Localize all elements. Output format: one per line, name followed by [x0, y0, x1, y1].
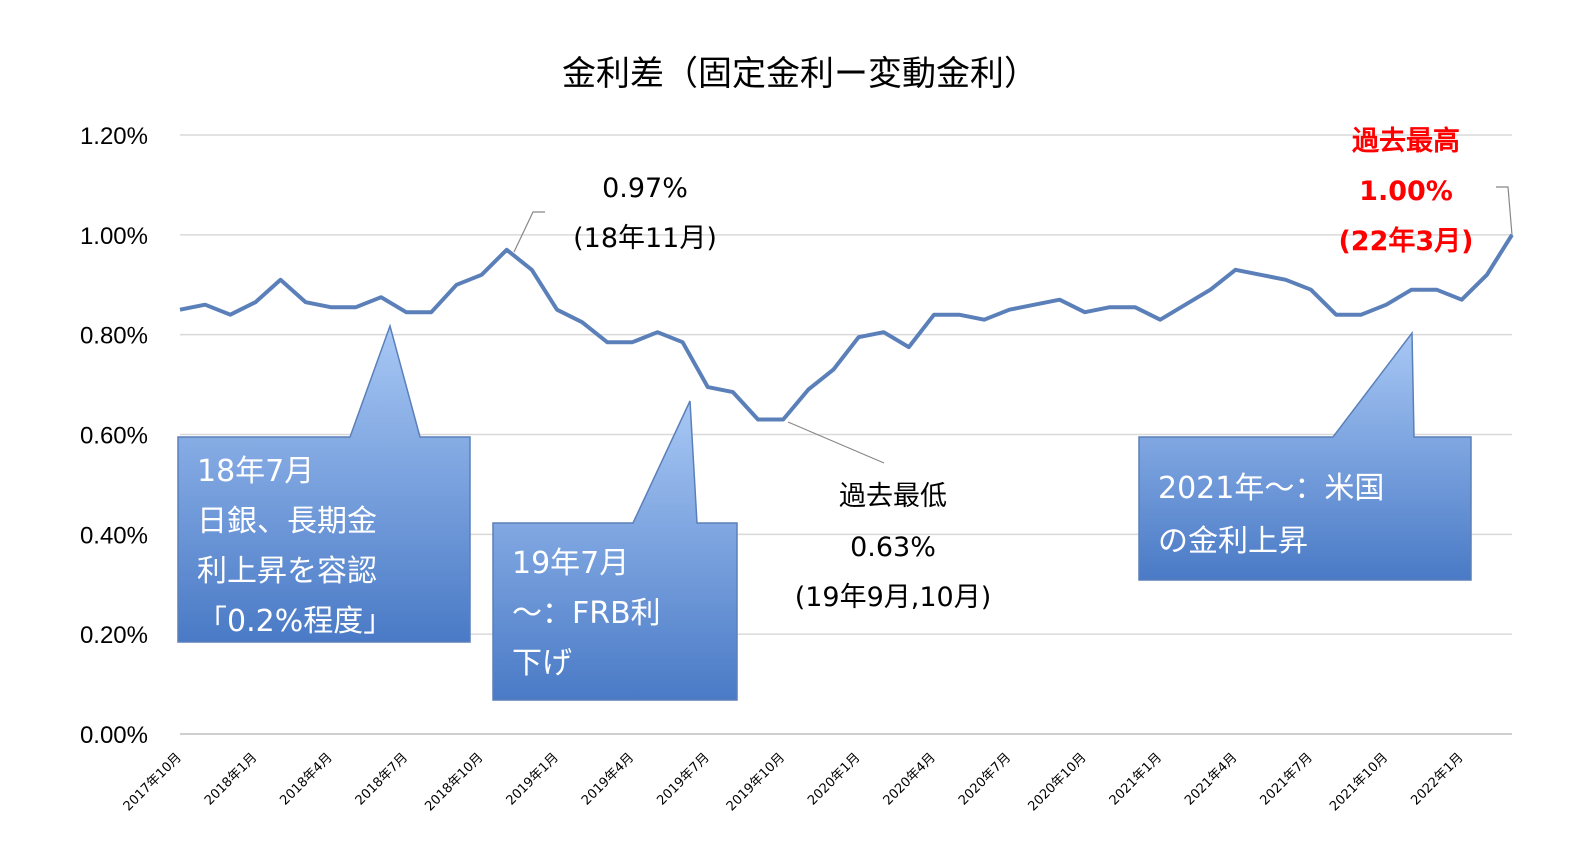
annotation-label: 1.00% [1359, 176, 1453, 207]
x-tick-label: 2019年1月 [504, 750, 562, 808]
callout-label: 18年7月 [197, 454, 314, 489]
x-tick-label: 2018年10月 [422, 750, 486, 814]
x-tick-label: 2017年10月 [121, 750, 185, 814]
annotation-label: (18年11月) [573, 223, 717, 254]
annotation-label: 0.97% [602, 173, 688, 204]
annotation-leaders [513, 186, 1513, 464]
y-tick-label: 0.20% [80, 622, 148, 649]
y-tick-label: 0.80% [80, 323, 148, 350]
x-tick-label: 2020年4月 [881, 750, 939, 808]
x-tick-label: 2022年1月 [1408, 750, 1466, 808]
x-tick-label: 2020年10月 [1025, 750, 1089, 814]
callout-label: 利上昇を容認 [197, 554, 377, 589]
annotation-label: (19年9月,10月) [795, 582, 992, 613]
annotation-label: 過去最低 [839, 481, 947, 512]
chart-title: 金利差（固定金利ー変動金利） [562, 54, 1038, 94]
callout-label: 下げ [512, 646, 572, 681]
callout-shape [1138, 330, 1472, 581]
x-tick-label: 2018年4月 [277, 750, 335, 808]
annotation-label: 過去最高 [1352, 125, 1460, 157]
x-tick-label: 2019年4月 [579, 750, 637, 808]
x-tick-label: 2019年10月 [724, 750, 788, 814]
callout-label: ～：FRB利 [512, 596, 661, 631]
y-tick-label: 1.00% [80, 223, 148, 250]
annotations: 0.97% (18年11月) 過去最低 0.63% (19年9月,10月) 過去最高 1.0… [573, 125, 1473, 613]
callout-shape [177, 323, 471, 643]
x-tick-label: 2020年7月 [956, 750, 1014, 808]
callout-shape [492, 400, 738, 701]
y-tick-label: 1.20% [80, 123, 148, 150]
y-tick-label: 0.40% [80, 522, 148, 549]
y-tick-label: 0.00% [80, 722, 148, 749]
callout-label: 19年7月 [512, 546, 629, 581]
annotation-leader [787, 421, 885, 464]
y-tick-label: 0.60% [80, 423, 148, 450]
series-line [179, 233, 1514, 422]
x-tick-label: 2021年1月 [1107, 750, 1165, 808]
annotation-leader [513, 211, 545, 253]
annotation-label: 0.63% [850, 532, 936, 563]
callout-label: の金利上昇 [1158, 524, 1308, 559]
annotation-leader [1496, 186, 1513, 236]
y-axis: 0.00% 0.20% 0.40% 0.60% 0.80% 1.00% 1.20% [80, 123, 148, 749]
x-tick-label: 2018年1月 [202, 750, 260, 808]
callout-label: 日銀、長期金 [197, 504, 377, 539]
x-tick-label: 2020年1月 [805, 750, 863, 808]
x-tick-label: 2021年4月 [1182, 750, 1240, 808]
x-tick-label: 2019年7月 [654, 750, 712, 808]
x-tick-label: 2021年10月 [1327, 750, 1391, 814]
annotation-label: (22年3月) [1338, 225, 1473, 257]
x-tick-label: 2021年7月 [1258, 750, 1316, 808]
x-axis: 2017年10月 2018年1月 2018年4月 2018年7月 2018年10月 201… [121, 750, 1467, 814]
callout-label: 「0.2%程度」 [197, 604, 393, 639]
x-tick-label: 2018年7月 [353, 750, 411, 808]
callout-label: 2021年～：米国 [1158, 471, 1384, 506]
